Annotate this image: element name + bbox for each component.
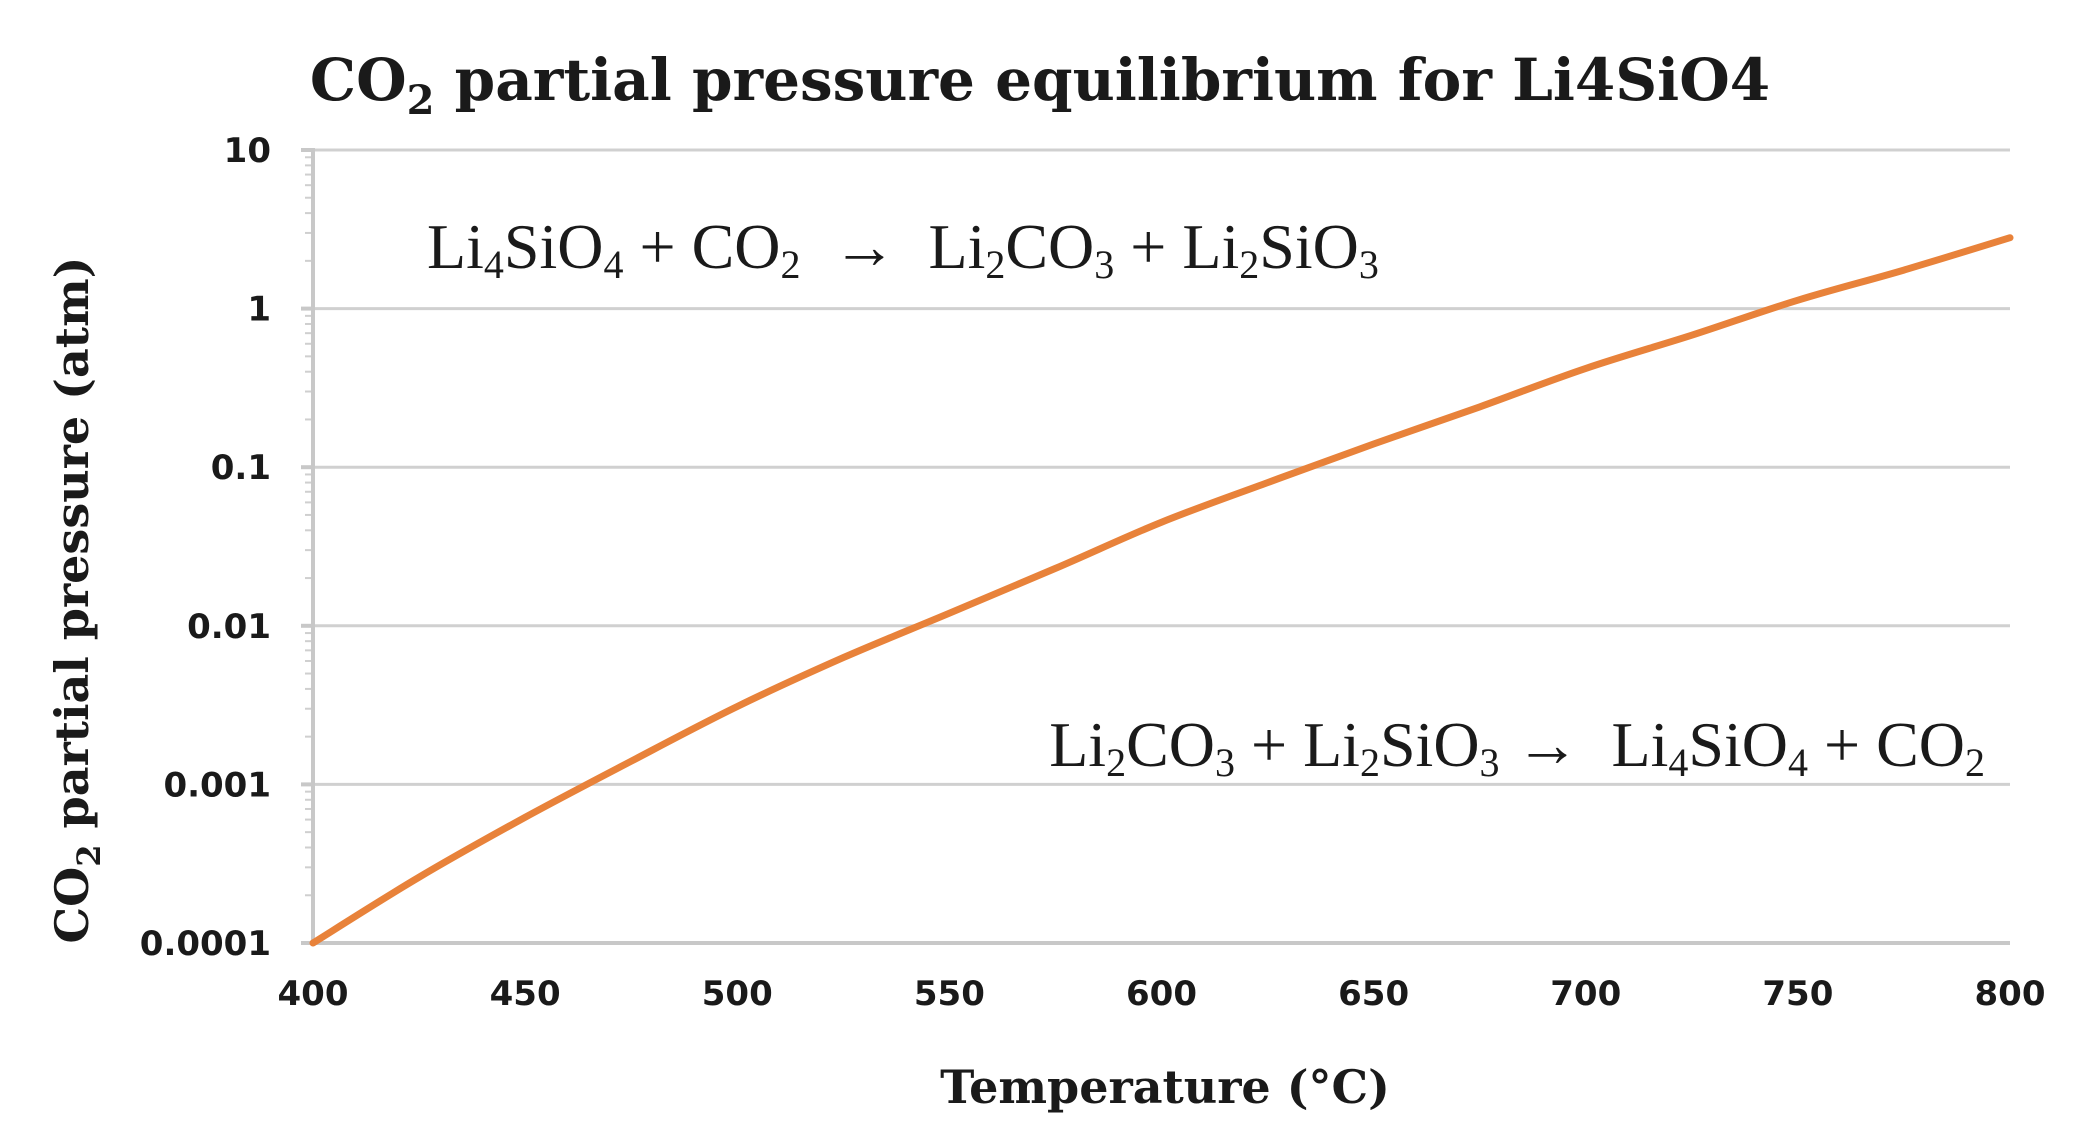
x-tick-label: 800 <box>1975 974 2046 1014</box>
y-tick-label: 0.0001 <box>140 924 271 964</box>
equation-lower: Li2CO3 + Li2SiO3 → Li4SiO4 + CO2 <box>1049 709 1985 785</box>
chart-title: CO2 partial pressure equilibrium for Li4… <box>310 46 1770 124</box>
gridlines <box>313 148 2010 786</box>
x-tick-labels: 400 450 500 550 600 650 700 750 800 <box>278 974 2046 1014</box>
axes <box>301 148 2010 945</box>
x-tick-label: 750 <box>1762 974 1833 1014</box>
y-tick-label: 1 <box>247 290 271 330</box>
x-axis-label: Temperature (°C) <box>940 1060 1390 1114</box>
y-axis-label: CO2 partial pressure (atm) <box>45 257 108 944</box>
x-tick-label: 700 <box>1550 974 1621 1014</box>
x-tick-label: 450 <box>490 974 561 1014</box>
equation-upper: Li4SiO4 + CO2 → Li2CO3 + Li2SiO3 <box>427 211 1379 287</box>
y-tick-label: 10 <box>224 131 271 171</box>
x-tick-label: 600 <box>1126 974 1197 1014</box>
annotations: Li4SiO4 + CO2 → Li2CO3 + Li2SiO3 Li2CO3 +… <box>427 211 1985 785</box>
y-tick-label: 0.1 <box>211 448 271 488</box>
x-tick-label: 550 <box>914 974 985 1014</box>
y-tick-label: 0.01 <box>187 607 271 647</box>
x-tick-label: 500 <box>702 974 773 1014</box>
series <box>309 234 2014 947</box>
y-tick-label: 0.001 <box>163 765 271 805</box>
x-tick-label: 650 <box>1338 974 1409 1014</box>
x-tick-label: 400 <box>278 974 349 1014</box>
y-tick-labels: 0.0001 0.001 0.01 0.1 1 10 <box>140 131 271 964</box>
series-line <box>309 234 2014 947</box>
